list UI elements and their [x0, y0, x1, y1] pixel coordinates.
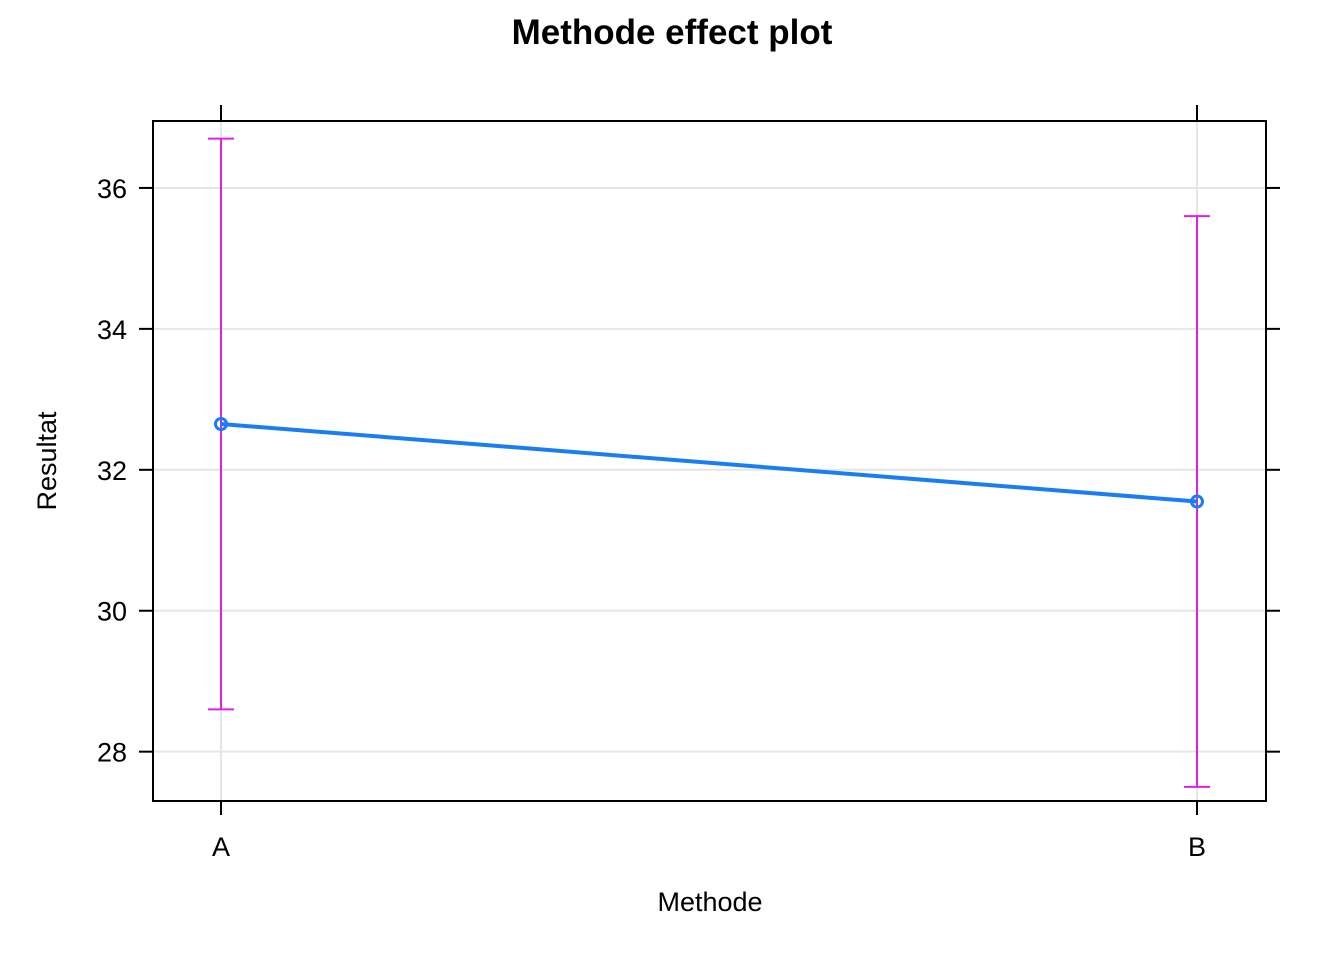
x-axis-label: Methode [657, 887, 762, 917]
y-tick-label: 36 [97, 174, 127, 204]
effect-line [220, 422, 1198, 504]
plot-frame [152, 120, 1267, 802]
data-point-B [1190, 494, 1204, 509]
y-tick-label: 28 [97, 738, 127, 768]
x-tick-label: B [1188, 832, 1206, 862]
y-axis-label: Resultat [32, 411, 62, 511]
data-point-A [214, 417, 228, 432]
y-tick-label: 32 [97, 456, 127, 486]
series-effect [214, 417, 1204, 509]
axis-ticks: 28 30 32 34 36 A B [97, 105, 1280, 862]
y-tick-label: 30 [97, 597, 127, 627]
x-tick-label: A [212, 832, 230, 862]
y-tick-label: 34 [97, 315, 127, 345]
chart-title: Methode effect plot [512, 13, 833, 52]
